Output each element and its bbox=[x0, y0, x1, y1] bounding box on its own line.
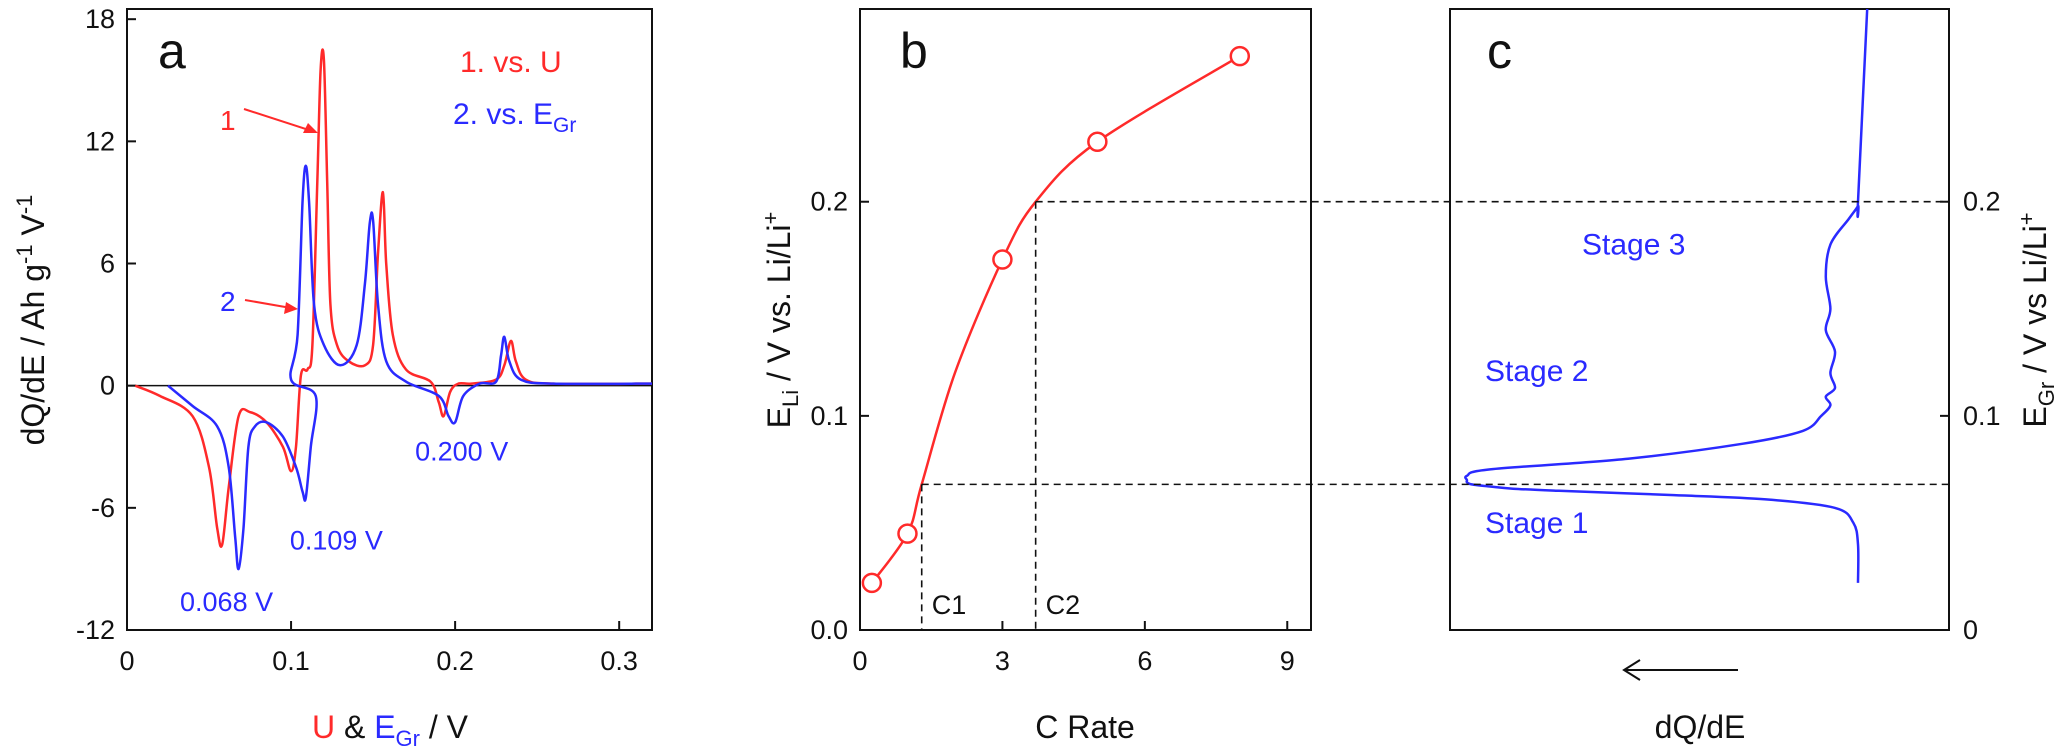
panel-c-ytick-label: 0 bbox=[1963, 615, 1978, 645]
panel-a-series-1-line bbox=[134, 48, 653, 548]
panel-a-xtick-label: 0.1 bbox=[272, 646, 310, 676]
panel-c-annotation: Stage 2 bbox=[1485, 355, 1588, 388]
panel-a-letter: a bbox=[158, 23, 186, 79]
guide-lines: C1 C2 bbox=[920, 200, 1949, 630]
panel-b-plot: 0 3 6 9 0.0 0.1 0.2 bbox=[810, 45, 1295, 676]
guide-label-2: C2 bbox=[1046, 590, 1081, 620]
panel-a-xlabel: U & EGr / V bbox=[312, 709, 469, 751]
panel-a-annotation: 0.068 V bbox=[180, 587, 273, 617]
panel-b-xtick-label: 3 bbox=[995, 646, 1010, 676]
panel-b-letter: b bbox=[900, 23, 928, 79]
panel-a-annotation: 0.109 V bbox=[290, 526, 383, 556]
panel-b-marker bbox=[992, 249, 1013, 270]
panel-b-xlabel: C Rate bbox=[1035, 709, 1135, 745]
panel-c-ylabel: EGr / V vs Li/Li+ bbox=[2014, 212, 2059, 427]
legend-entry-2: 2. vs. EGr bbox=[453, 98, 576, 137]
panel-a-ytick-label: -12 bbox=[76, 615, 115, 645]
panel-a-ytick-label: 0 bbox=[100, 371, 115, 401]
panel-a-xtick-label: 0.3 bbox=[600, 646, 638, 676]
panel-b-xtick-label: 9 bbox=[1280, 646, 1295, 676]
guide-label-1: C1 bbox=[932, 590, 967, 620]
panel-b-marker bbox=[861, 572, 883, 594]
panel-a-ytick-label: 18 bbox=[85, 4, 115, 34]
panel-b-xtick-label: 6 bbox=[1137, 646, 1152, 676]
panel-a-series-2-line bbox=[167, 164, 653, 571]
curve-marker-2: 2 bbox=[220, 286, 236, 317]
arrow-2 bbox=[244, 299, 298, 314]
panel-c-ytick-label: 0.2 bbox=[1963, 187, 2001, 217]
panel-c-xlabel: dQ/dE bbox=[1655, 709, 1746, 745]
panel-a-xtick-label: 0 bbox=[119, 646, 134, 676]
curve-marker-1: 1 bbox=[220, 105, 236, 136]
panel-b-ytick-label: 0.2 bbox=[810, 187, 848, 217]
panel-b-frame bbox=[859, 8, 1312, 631]
panel-a-ytick-label: 6 bbox=[100, 249, 115, 279]
panel-b-ylabel: ELi / V vs. Li/Li+ bbox=[758, 212, 803, 429]
panel-a-ytick-label: -6 bbox=[91, 493, 115, 523]
panel-a-annotation: 0.200 V bbox=[415, 436, 508, 466]
panel-b-marker bbox=[897, 523, 918, 544]
panel-c-frame bbox=[1449, 8, 1950, 631]
arrow-1 bbox=[243, 108, 318, 133]
panel-a-ytick-label: 12 bbox=[85, 126, 115, 156]
panel-b-xtick-label: 0 bbox=[852, 646, 867, 676]
panel-b-marker bbox=[1087, 131, 1108, 153]
panel-c-annotation: Stage 1 bbox=[1485, 507, 1588, 540]
panel-a-frame bbox=[126, 8, 653, 631]
panel-c-letter: c bbox=[1487, 23, 1512, 79]
panel-c-annotation: Stage 3 bbox=[1582, 229, 1685, 262]
panel-a-ylabel: dQ/dE / Ah g-1 V-1 bbox=[12, 195, 51, 446]
panel-b-ytick-label: 0.1 bbox=[810, 401, 848, 431]
panel-b-marker bbox=[1229, 45, 1251, 67]
panel-b-curve bbox=[870, 55, 1241, 584]
panel-c-plot: 0 0.1 0.2 Stage 3 Stage 2 Stage 1 bbox=[1464, 8, 2001, 645]
panel-b-ytick-label: 0.0 bbox=[810, 615, 848, 645]
panel-c-curve bbox=[1464, 8, 1869, 583]
panel-c-ytick-label: 0.1 bbox=[1963, 401, 2001, 431]
panel-a-xtick-label: 0.2 bbox=[436, 646, 474, 676]
panel-c-direction-arrow bbox=[1622, 659, 1738, 681]
legend-entry-1: 1. vs. U bbox=[460, 46, 562, 79]
